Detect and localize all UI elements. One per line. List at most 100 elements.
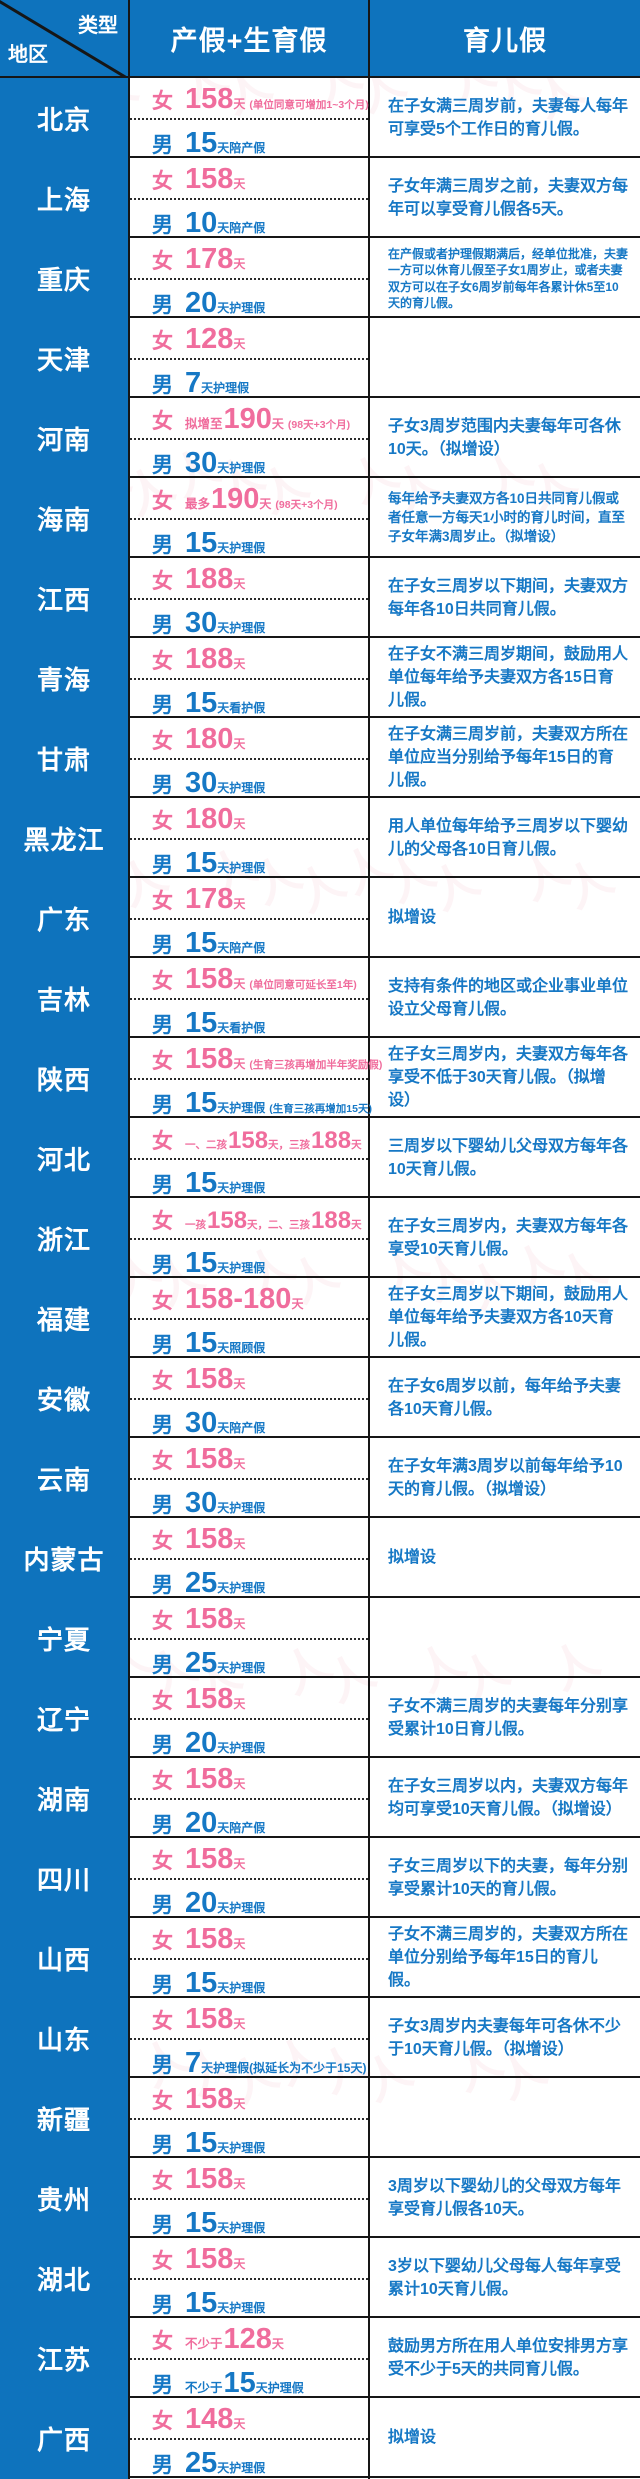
seg-big: 15: [185, 2207, 218, 2239]
female-leave-line: 女 128 天: [130, 318, 368, 360]
glabel: 男: [152, 1334, 173, 1357]
seg-sm: 天护理假: [255, 2381, 304, 2395]
maternity-cell: 女 180 天 男 15 天护理假: [130, 798, 370, 879]
male-leave-line: 男 20 天陪产假: [130, 1800, 368, 1839]
region-cell: 贵州: [0, 2158, 130, 2239]
region-cell: 四川: [0, 1838, 130, 1919]
glabel: 女: [152, 250, 173, 273]
female-leave-line: 女 180 天: [130, 798, 368, 840]
maternity-cell: 女最多 190 天 (98天+3个月) 男 15 天护理假: [130, 478, 370, 559]
seg-sm: 天: [233, 1857, 246, 1871]
seg-big: 30: [185, 1487, 218, 1519]
seg-big: 15: [185, 927, 218, 959]
seg-sm: 天: [271, 2337, 284, 2351]
maternity-cell: 女 158 天 男 25 天护理假: [130, 1598, 370, 1679]
glabel: 女: [152, 2090, 173, 2113]
seg-pre: 最多: [185, 497, 211, 511]
childcare-leave-text: [370, 318, 640, 399]
glabel: 女: [152, 1370, 173, 1393]
seg-big: 15: [185, 1967, 218, 1999]
glabel: 男: [152, 2134, 173, 2157]
glabel: 女: [152, 1290, 173, 1313]
region-cell: 湖南: [0, 1758, 130, 1839]
glabel: 男: [152, 774, 173, 797]
childcare-leave-text: 在子女满三周岁前，夫妻双方所在单位应当分别给予每年15日的育儿假。: [388, 726, 629, 789]
seg-big: 128: [185, 323, 234, 355]
maternity-cell: 女 148 天 男 25 天护理假: [130, 2398, 370, 2479]
seg-sm: 天: [233, 257, 246, 271]
childcare-leave-text: 用人单位每年给予三周岁以下婴幼儿的父母各10日育儿假。: [388, 817, 629, 858]
maternity-cell: 女一、二孩 158 天， 三孩 188 天 男 15 天护理假: [130, 1118, 370, 1199]
region-cell: 重庆: [0, 238, 130, 319]
region-cell: 湖北: [0, 2238, 130, 2319]
seg-big: 178: [185, 243, 234, 275]
table-row: 云南 女 158 天 男 30 天护理假 在子女年满3周岁以前每年给予10天的育儿假。（…: [0, 1438, 640, 1519]
seg-big: 15: [185, 1247, 218, 1279]
female-leave-line: 女不少于 128 天: [130, 2318, 368, 2360]
female-leave-line: 女 148 天: [130, 2398, 368, 2440]
seg-sm: 天陪产假: [217, 141, 266, 155]
seg-sm: 天: [233, 1537, 246, 1551]
childcare-leave-text: 子女3周岁范围内夫妻每年可各休10天。（拟增设）: [388, 417, 621, 458]
glabel: 女: [152, 90, 173, 113]
corner-label-region: 地区: [8, 44, 48, 66]
glabel: 男: [152, 2374, 173, 2397]
childcare-leave-text: 在子女三周岁以下期间，鼓励用人单位每年给予夫妻双方各10天育儿假。: [388, 1286, 629, 1349]
table-row: 广东 女 178 天 男 15 天陪产假 拟增设: [0, 878, 640, 959]
seg-sm: 天: [233, 97, 246, 111]
seg-pre: 一孩: [185, 1219, 206, 1231]
male-leave-line: 男 15 天护理假: [130, 1240, 368, 1279]
seg-pre: 一、二孩: [185, 1139, 227, 1151]
table-row: 吉林 女 158 天 (单位同意可延长至1年) 男 15 天看护假 支持有条件的地区或企业…: [0, 958, 640, 1039]
glabel: 女: [152, 410, 173, 433]
seg-sm: 天护理假: [217, 541, 266, 555]
maternity-cell: 女 158 天 男 20 天护理假: [130, 1838, 370, 1919]
glabel: 女: [152, 570, 173, 593]
female-leave-line: 女 178 天: [130, 238, 368, 280]
maternity-cell: 女 158 天 (单位同意可增加1~3个月) 男 15 天陪产假: [130, 78, 370, 159]
seg-sm: 天: [233, 177, 246, 191]
male-leave-line: 男 15 天护理假: [130, 520, 368, 559]
region-cell: 辽宁: [0, 1678, 130, 1759]
region-cell: 广东: [0, 878, 130, 959]
male-leave-line: 男 7 天护理假: [130, 360, 368, 399]
seg-sm: 天: [233, 1777, 246, 1791]
female-leave-line: 女 158 天: [130, 1838, 368, 1880]
seg-big: 15: [185, 2127, 218, 2159]
seg-big: 158: [228, 1127, 269, 1154]
glabel: 女: [152, 1050, 173, 1073]
seg-sm: 天护理假: [217, 1981, 266, 1995]
glabel: 男: [152, 1094, 173, 1117]
glabel: 女: [152, 810, 173, 833]
male-leave-line: 男 15 天护理假: [130, 840, 368, 879]
glabel: 男: [152, 854, 173, 877]
seg-big: 7: [185, 2047, 202, 2079]
seg-sm: 天: [233, 337, 246, 351]
glabel: 女: [152, 1130, 173, 1153]
seg-pre: 拟增至: [185, 417, 223, 431]
glabel: 男: [152, 2294, 173, 2317]
female-leave-line: 女 158 天: [130, 1678, 368, 1720]
seg-big: 20: [185, 1727, 218, 1759]
seg-sm: 天看护假: [217, 1021, 266, 1035]
male-leave-line: 男 15 天陪产假: [130, 120, 368, 159]
corner-label-type: 类型: [78, 15, 118, 37]
glabel: 男: [152, 2054, 173, 2077]
male-leave-line: 男 15 天照顾假: [130, 1320, 368, 1359]
table-header-row: 类型 地区 产假+生育假 育儿假: [0, 0, 640, 78]
seg-sm: 天护理假: [217, 1741, 266, 1755]
childcare-leave-text: 拟增设: [388, 2429, 437, 2447]
seg-sm: 天: [233, 2177, 246, 2191]
maternity-cell: 女不少于 128 天 男不少于 15 天护理假: [130, 2318, 370, 2399]
glabel: 女: [152, 1610, 173, 1633]
glabel: 女: [152, 970, 173, 993]
seg-pre: 不少于: [185, 2337, 223, 2351]
region-cell: 新疆: [0, 2078, 130, 2159]
seg-pre: 三孩: [289, 1139, 311, 1151]
region-cell: 安徽: [0, 1358, 130, 1439]
childcare-leave-text: 支持有条件的地区或企业事业单位设立父母育儿假。: [388, 977, 629, 1018]
childcare-leave-text: 子女不满三周岁的夫妻每年分别享受累计10日育儿假。: [388, 1697, 629, 1738]
female-leave-line: 女 158-180 天: [130, 1278, 368, 1320]
seg-big: 128: [223, 2323, 272, 2355]
